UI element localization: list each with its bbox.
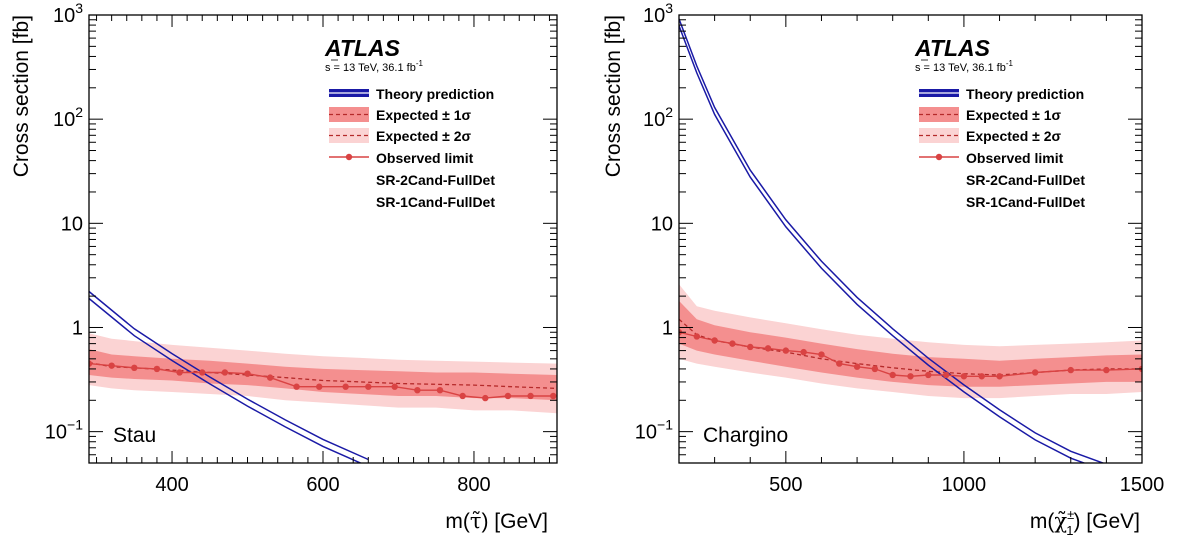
theory-lower-line bbox=[89, 297, 363, 463]
observed-point bbox=[925, 371, 932, 379]
legend-entry: SR-1Cand-FullDet bbox=[966, 194, 1085, 210]
y-tick-label: 102 bbox=[643, 104, 673, 131]
observed-point bbox=[996, 373, 1003, 380]
panel-label: Chargino bbox=[703, 424, 788, 447]
observed-point bbox=[365, 383, 372, 390]
observed-point bbox=[1031, 369, 1039, 376]
observed-point bbox=[153, 365, 161, 373]
legend-entry: Observed limit bbox=[376, 150, 474, 166]
observed-point bbox=[942, 371, 950, 379]
observed-point bbox=[550, 392, 557, 400]
observed-point bbox=[436, 386, 444, 394]
theory-lower-line bbox=[679, 25, 1087, 463]
y-tick-label: 10−1 bbox=[45, 417, 83, 444]
observed-point bbox=[176, 369, 183, 376]
observed-point bbox=[1067, 366, 1074, 374]
plot-area bbox=[679, 18, 1142, 463]
observed-point bbox=[199, 369, 206, 376]
observed-point bbox=[818, 351, 825, 358]
x-tick-label: 400 bbox=[155, 474, 188, 496]
observed-point bbox=[414, 386, 421, 394]
stau-panel: 400 600 800 10−1 1 10 102 103 Cross section [fb]… bbox=[10, 0, 558, 533]
x-tick-label: 500 bbox=[769, 474, 802, 496]
observed-point bbox=[907, 373, 914, 380]
x-tick-label: 800 bbox=[457, 474, 490, 496]
observed-point bbox=[89, 360, 93, 367]
y-axis-label: Cross section [fb] bbox=[10, 15, 33, 177]
observed-point bbox=[800, 348, 807, 356]
legend-entry: Theory prediction bbox=[966, 86, 1084, 102]
observed-point bbox=[244, 370, 251, 377]
energy-label: s = 13 TeV, 36.1 fb-1 bbox=[325, 59, 423, 74]
x-axis-label: m(χ̃± 1) [GeV] bbox=[1030, 507, 1140, 538]
legend-entry: Expected ± 1σ bbox=[376, 107, 471, 123]
legend-observed-marker bbox=[345, 153, 353, 161]
y-tick-label: 102 bbox=[53, 104, 83, 131]
y-tick-label: 1 bbox=[72, 317, 83, 339]
panel-label: Stau bbox=[113, 424, 156, 447]
y-tick-label: 10 bbox=[651, 213, 673, 235]
observed-point bbox=[889, 371, 896, 379]
observed-point bbox=[482, 394, 489, 402]
observed-point bbox=[316, 383, 323, 390]
y-tick-label: 10 bbox=[61, 213, 83, 235]
y-tick-label: 10−1 bbox=[635, 417, 673, 444]
observed-point bbox=[1103, 366, 1110, 374]
observed-point bbox=[293, 383, 300, 390]
observed-point bbox=[747, 343, 754, 351]
legend-entry: Expected ± 1σ bbox=[966, 107, 1061, 123]
observed-point bbox=[266, 374, 274, 381]
atlas-label: ATLAS bbox=[324, 35, 401, 61]
legend-1sigma-swatch bbox=[329, 107, 369, 122]
observed-point bbox=[960, 373, 968, 380]
y-tick-label: 103 bbox=[53, 0, 83, 27]
expected-1sigma-band bbox=[679, 300, 1142, 387]
legend-2sigma-swatch bbox=[329, 128, 369, 143]
legend-entry: Expected ± 2σ bbox=[376, 128, 471, 144]
x-tick-label: 1500 bbox=[1120, 474, 1165, 496]
legend-entry: SR-2Cand-FullDet bbox=[376, 172, 495, 188]
observed-point bbox=[108, 362, 115, 369]
legend-entry: SR-2Cand-FullDet bbox=[966, 172, 1085, 188]
observed-point bbox=[342, 383, 349, 390]
legend-observed-marker bbox=[935, 153, 943, 161]
observed-point bbox=[853, 363, 861, 370]
observed-point bbox=[729, 340, 736, 347]
y-tick-label: 1 bbox=[662, 317, 673, 339]
observed-point bbox=[391, 383, 398, 390]
legend-entry: Observed limit bbox=[966, 150, 1064, 166]
observed-point bbox=[871, 365, 879, 373]
theory-upper-line bbox=[679, 18, 1106, 463]
legend-1sigma-swatch bbox=[919, 107, 959, 122]
y-axis-label: Cross section [fb] bbox=[602, 15, 625, 177]
x-axis-label: m(τ̃) [GeV] bbox=[445, 509, 548, 533]
observed-point bbox=[978, 373, 985, 380]
legend-entry: SR-1Cand-FullDet bbox=[376, 194, 495, 210]
observed-point bbox=[836, 360, 843, 367]
observed-point bbox=[693, 333, 701, 340]
legend-entry: Theory prediction bbox=[376, 86, 494, 102]
observed-point bbox=[131, 364, 138, 372]
x-tick-label: 1000 bbox=[942, 474, 987, 496]
observed-point bbox=[504, 392, 512, 400]
chargino-panel: 500 1000 1500 10−1 1 10 102 103 Cross section [f… bbox=[602, 0, 1164, 538]
legend-2sigma-swatch bbox=[919, 128, 959, 143]
legend-entry: Expected ± 2σ bbox=[966, 128, 1061, 144]
observed-point bbox=[782, 347, 790, 354]
y-tick-label: 103 bbox=[643, 0, 673, 27]
x-tick-label: 600 bbox=[306, 474, 339, 496]
axes-frame bbox=[678, 14, 1143, 464]
energy-label: s = 13 TeV, 36.1 fb-1 bbox=[915, 59, 1013, 74]
observed-point bbox=[711, 337, 718, 344]
observed-point bbox=[527, 392, 534, 400]
observed-point bbox=[221, 369, 229, 376]
observed-point bbox=[764, 345, 772, 352]
atlas-label: ATLAS bbox=[914, 35, 991, 61]
theory-upper-line bbox=[89, 290, 369, 461]
plot-area bbox=[89, 290, 557, 463]
observed-point bbox=[459, 392, 466, 400]
